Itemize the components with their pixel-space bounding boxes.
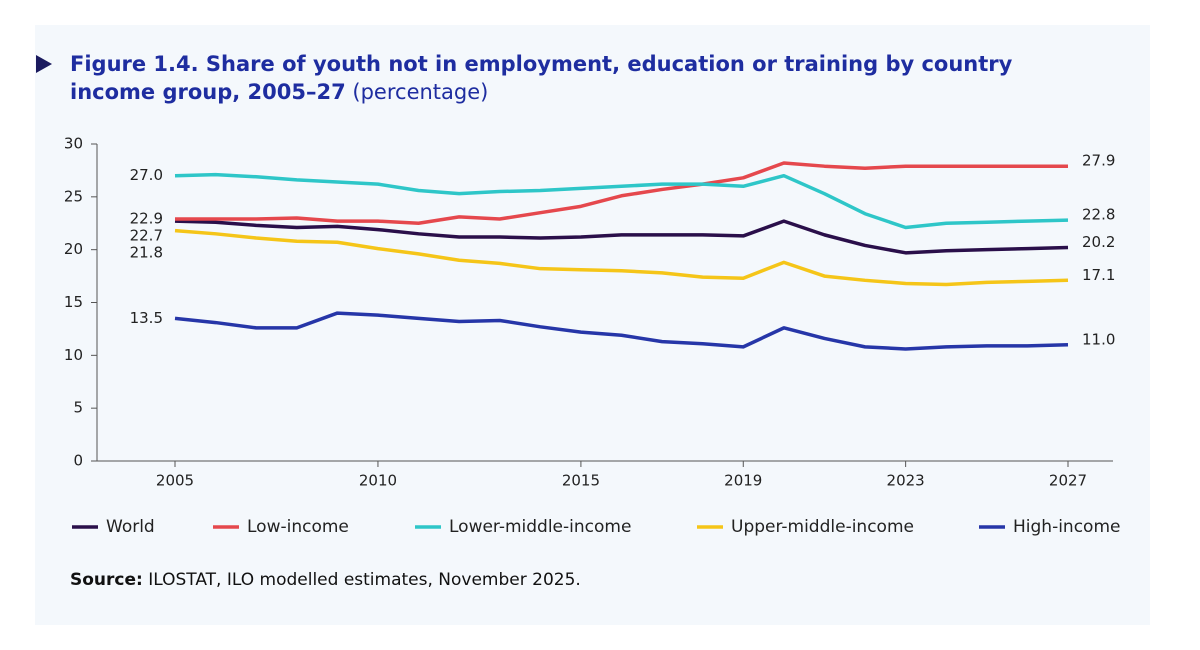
legend-label: Low-income bbox=[247, 517, 349, 537]
legend-label: Lower-middle-income bbox=[449, 517, 631, 537]
value-label: 11.0 bbox=[1082, 330, 1115, 348]
legend-label: Upper-middle-income bbox=[731, 517, 914, 537]
value-label: 27.0 bbox=[130, 166, 163, 184]
series-line bbox=[174, 228, 1069, 287]
x-tick-label: 2010 bbox=[359, 472, 397, 490]
x-tick-label: 2023 bbox=[887, 472, 925, 490]
series-line bbox=[174, 172, 1069, 230]
chart-title: Figure 1.4. Share of youth not in employ… bbox=[70, 50, 1090, 106]
x-tick-label: 2019 bbox=[724, 472, 762, 490]
y-tick-label: 30 bbox=[64, 135, 83, 153]
value-label: 22.8 bbox=[1082, 206, 1115, 224]
value-label: 22.9 bbox=[130, 210, 163, 228]
source-text: ILOSTAT, ILO modelled estimates, Novembe… bbox=[148, 570, 581, 590]
title-marker bbox=[36, 55, 52, 73]
title-note: (percentage) bbox=[352, 80, 489, 104]
value-label: 22.7 bbox=[130, 227, 163, 245]
x-tick-label: 2005 bbox=[156, 472, 194, 490]
series-line bbox=[175, 161, 1068, 225]
y-tick-label: 5 bbox=[73, 399, 83, 417]
y-tick-label: 0 bbox=[73, 452, 83, 470]
legend-label: World bbox=[106, 517, 155, 537]
value-label: 21.8 bbox=[130, 244, 163, 262]
y-tick-label: 15 bbox=[64, 293, 83, 311]
y-tick-label: 10 bbox=[64, 346, 83, 364]
y-tick-label: 20 bbox=[64, 240, 83, 258]
x-tick-label: 2027 bbox=[1049, 472, 1087, 490]
series-line bbox=[174, 311, 1069, 351]
legend-label: High-income bbox=[1013, 517, 1120, 537]
y-tick-label: 25 bbox=[64, 187, 83, 205]
title-text: Figure 1.4. Share of youth not in employ… bbox=[70, 52, 1013, 104]
value-label: 17.1 bbox=[1082, 266, 1115, 284]
series-line bbox=[174, 219, 1069, 255]
value-label: 20.2 bbox=[1082, 233, 1115, 251]
value-label: 27.9 bbox=[1082, 152, 1115, 170]
x-tick-label: 2015 bbox=[562, 472, 600, 490]
source: Source: ILOSTAT, ILO modelled estimates,… bbox=[70, 570, 581, 590]
value-label: 13.5 bbox=[130, 309, 163, 327]
source-label: Source: bbox=[70, 570, 143, 590]
